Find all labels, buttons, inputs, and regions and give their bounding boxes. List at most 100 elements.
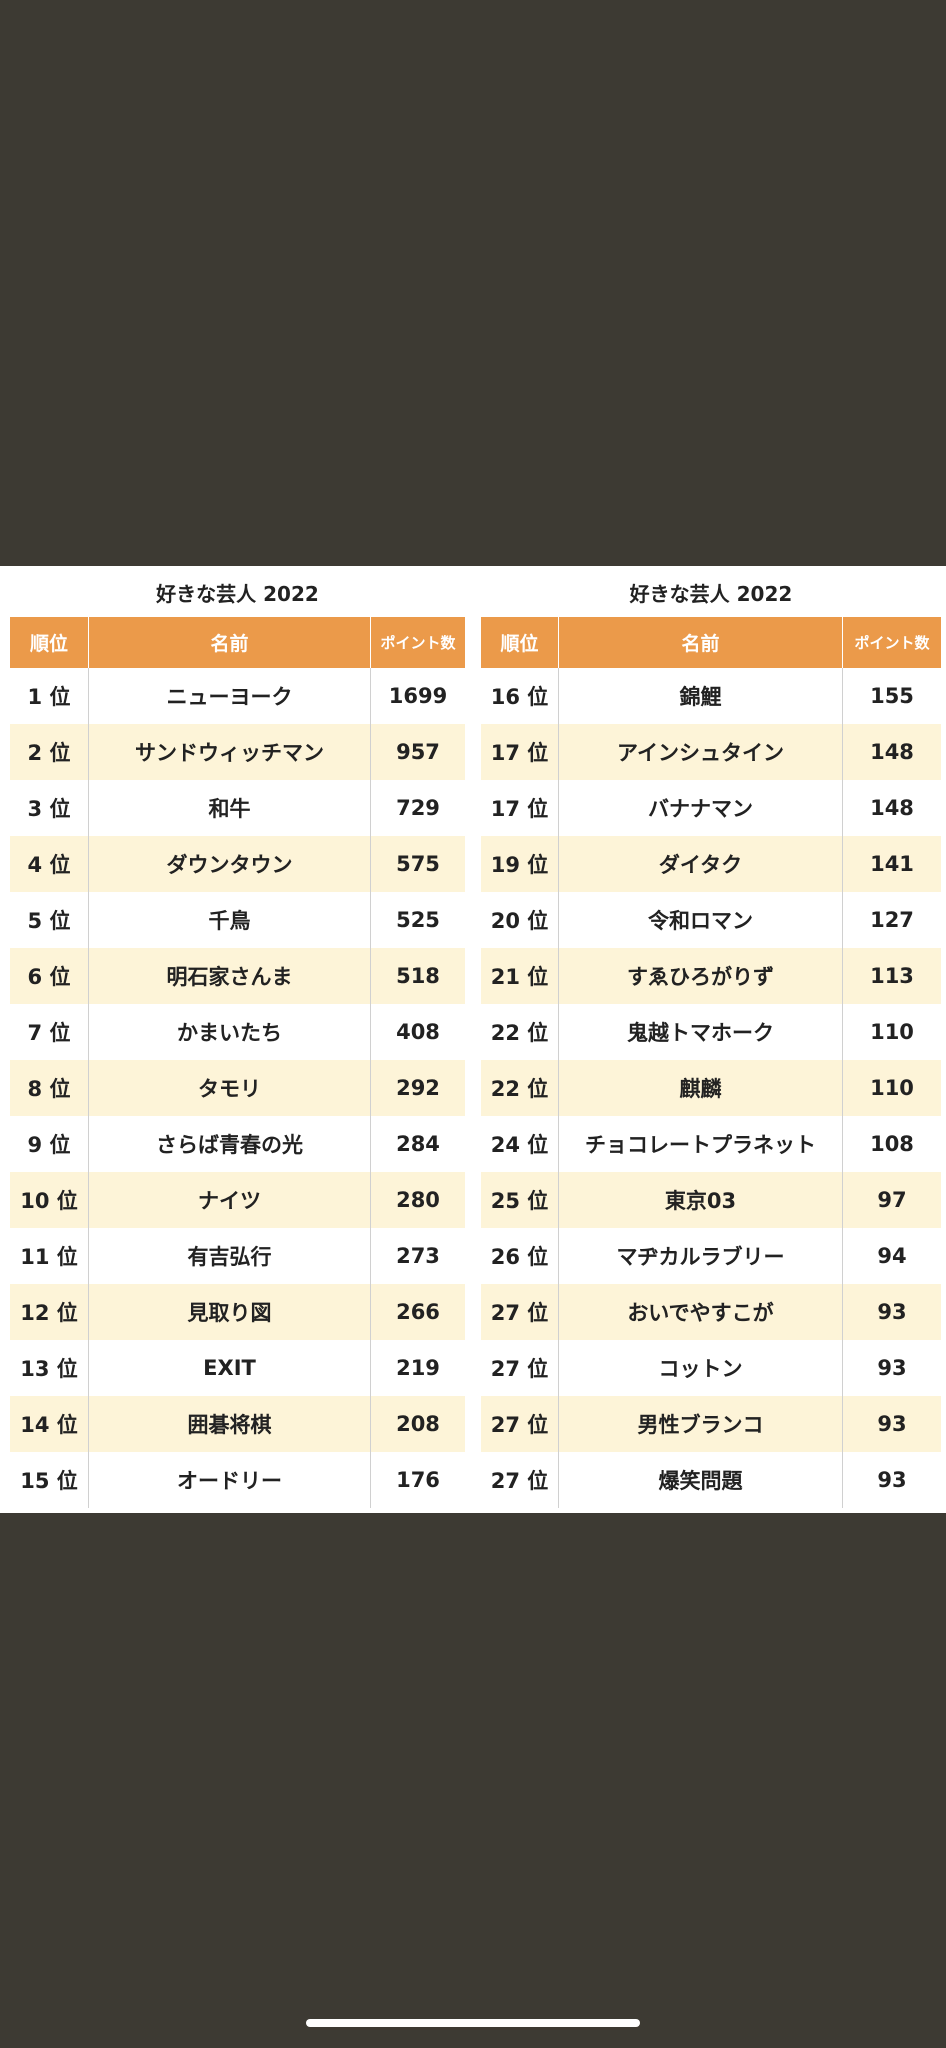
table-cell: 14 位 <box>10 1396 89 1452</box>
table-cell: 明石家さんま <box>89 948 371 1004</box>
home-indicator[interactable] <box>306 2019 640 2027</box>
table-cell: 219 <box>396 1356 440 1380</box>
table-cell: 男性ブランコ <box>559 1396 843 1452</box>
table-cell: 1699 <box>388 684 448 708</box>
table-cell: チョコレートプラネット <box>559 1116 843 1172</box>
table-cell: マヂカルラブリー <box>559 1228 843 1284</box>
table-cell: オードリー <box>89 1452 371 1508</box>
table-cell: 155 <box>870 684 914 708</box>
ranking-table: 好きな芸人 2022 順位 名前 ポイント数 16 位錦鯉 155 17 位アインシュタイン… <box>481 566 941 1513</box>
table-cell: 錦鯉 <box>559 668 843 724</box>
table-cell: 15 位 <box>10 1452 89 1508</box>
table-cell: おいでやすこが <box>559 1284 843 1340</box>
table-cell: 266 <box>371 1284 465 1340</box>
table-cell: 爆笑問題 <box>559 1452 843 1508</box>
table-cell: 408 <box>396 1020 440 1044</box>
table-cell: 6 位 <box>10 948 89 1004</box>
table-cell: 4 位 <box>10 836 89 892</box>
table-cell: 13 位 <box>10 1340 89 1396</box>
table-cell: ナイツ <box>89 1172 371 1228</box>
table-cell: 148 <box>843 724 941 780</box>
table-cell: 10 位 <box>10 1172 89 1228</box>
table-cell: 110 <box>843 1060 941 1116</box>
table-cell: 575 <box>371 836 465 892</box>
table-cell: 5 位 <box>10 892 89 948</box>
table-cell: 8 位 <box>10 1060 89 1116</box>
table-cell: 有吉弘行 <box>89 1228 371 1284</box>
table-cell: サンドウィッチマン <box>89 724 371 780</box>
table-cell: 令和ロマン <box>559 892 843 948</box>
table-cell: 518 <box>371 948 465 1004</box>
table-cell: 292 <box>371 1060 465 1116</box>
table-cell: バナナマン <box>559 780 843 836</box>
table-cell: 千鳥 <box>89 892 371 948</box>
header-cell: 名前 <box>559 617 843 668</box>
table-cell: 93 <box>843 1284 941 1340</box>
table-cell: 20 位 <box>481 892 559 948</box>
table-cell: 囲碁将棋 <box>89 1396 371 1452</box>
table-cell: コットン <box>559 1340 843 1396</box>
table-cell: 17 位 <box>481 724 559 780</box>
table-cell: ダイタク <box>559 836 843 892</box>
table-cell: 見取り図 <box>89 1284 371 1340</box>
ranking-panel: 好きな芸人 2022 順位 名前 ポイント数 1 位ニューヨーク 1699 2 位サンドウィ… <box>0 566 946 1513</box>
table-cell: 93 <box>843 1396 941 1452</box>
table-cell: アインシュタイン <box>559 724 843 780</box>
table-cell: 97 <box>843 1172 941 1228</box>
table-cell: 113 <box>843 948 941 1004</box>
table-cell: 148 <box>870 796 914 820</box>
ranking-table: 好きな芸人 2022 順位 名前 ポイント数 1 位ニューヨーク 1699 2 位サンドウィ… <box>10 566 465 1513</box>
table-cell: 11 位 <box>10 1228 89 1284</box>
table-title: 好きな芸人 2022 <box>156 582 319 606</box>
table-cell: 和牛 <box>89 780 371 836</box>
table-cell: 麒麟 <box>559 1060 843 1116</box>
table-cell: 19 位 <box>481 836 559 892</box>
table-cell: 729 <box>396 796 440 820</box>
table-cell: 27 位 <box>481 1452 559 1508</box>
header-cell: 名前 <box>89 617 371 668</box>
table-cell: 27 位 <box>481 1340 559 1396</box>
table-cell: 93 <box>877 1468 907 1492</box>
table-cell: 94 <box>877 1244 907 1268</box>
table-cell: 957 <box>371 724 465 780</box>
table-title: 好きな芸人 2022 <box>629 582 793 606</box>
table-cell: 208 <box>371 1396 465 1452</box>
table-cell: 東京03 <box>559 1172 843 1228</box>
table-cell: 17 位 <box>481 780 559 836</box>
table-cell: ニューヨーク <box>89 668 371 724</box>
header-cell: 順位 <box>481 617 559 668</box>
table-cell: 1 位 <box>10 668 89 724</box>
table-cell: すゑひろがりず <box>559 948 843 1004</box>
table-cell: タモリ <box>89 1060 371 1116</box>
table-cell: 3 位 <box>10 780 89 836</box>
header-cell: 順位 <box>10 617 89 668</box>
table-cell: 2 位 <box>10 724 89 780</box>
table-cell: 7 位 <box>10 1004 89 1060</box>
table-cell: 22 位 <box>481 1004 559 1060</box>
table-cell: 110 <box>870 1020 914 1044</box>
table-cell: 22 位 <box>481 1060 559 1116</box>
table-cell: 108 <box>870 1132 914 1156</box>
table-cell: 280 <box>371 1172 465 1228</box>
table-cell: 127 <box>870 908 914 932</box>
table-cell: 273 <box>396 1244 440 1268</box>
table-cell: 27 位 <box>481 1396 559 1452</box>
table-cell: 25 位 <box>481 1172 559 1228</box>
table-cell: 24 位 <box>481 1116 559 1172</box>
header-cell: ポイント数 <box>371 617 465 668</box>
table-cell: 21 位 <box>481 948 559 1004</box>
table-cell: 26 位 <box>481 1228 559 1284</box>
table-cell: かまいたち <box>89 1004 371 1060</box>
table-cell: 9 位 <box>10 1116 89 1172</box>
table-cell: 284 <box>396 1132 440 1156</box>
table-cell: EXIT <box>89 1340 371 1396</box>
table-cell: 27 位 <box>481 1284 559 1340</box>
table-cell: 525 <box>396 908 440 932</box>
table-cell: さらば青春の光 <box>89 1116 371 1172</box>
header-cell: ポイント数 <box>843 617 941 668</box>
table-cell: 鬼越トマホーク <box>559 1004 843 1060</box>
table-cell: 12 位 <box>10 1284 89 1340</box>
table-cell: ダウンタウン <box>89 836 371 892</box>
table-cell: 93 <box>877 1356 907 1380</box>
